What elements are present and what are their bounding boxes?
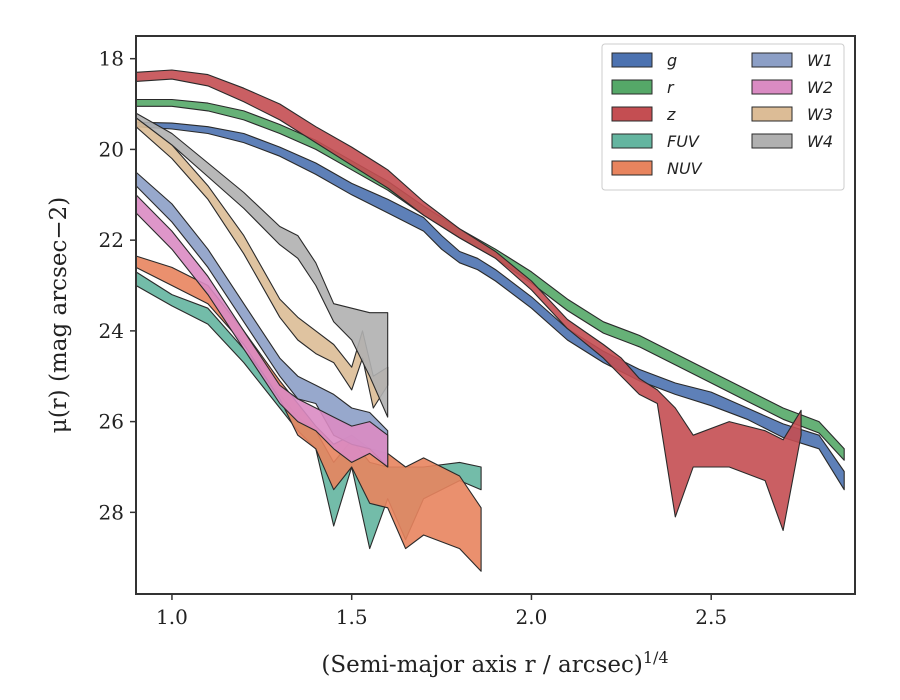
legend-swatch-fuv: [611, 133, 653, 149]
legend-swatch-g: [611, 52, 653, 68]
legend-label-w4: W4: [807, 132, 833, 151]
y-tick-label: 24: [99, 319, 124, 343]
x-tick-label: 1.5: [336, 605, 368, 629]
y-tick-label: 22: [99, 228, 124, 252]
x-tick-label: 2.5: [695, 605, 727, 629]
legend-swatch-w1: [751, 52, 793, 68]
x-axis-label-main: (Semi-major axis r / arcsec): [321, 652, 642, 678]
x-axis-label: (Semi-major axis r / arcsec)1/4: [321, 648, 668, 678]
legend-label-g: g: [667, 51, 677, 70]
legend-swatch-z: [611, 106, 653, 122]
series-areas: [135, 69, 845, 572]
legend-swatch-w4: [751, 133, 793, 149]
y-tick-label: 28: [99, 500, 124, 524]
y-axis: 18 20 22 24 26 28: [99, 47, 136, 524]
legend-swatch-r: [611, 79, 653, 95]
y-tick-label: 20: [99, 137, 124, 161]
y-tick-label: 26: [99, 410, 124, 434]
legend-label-w3: W3: [807, 105, 833, 124]
legend-label-w2: W2: [807, 78, 833, 97]
legend-label-fuv: FUV: [667, 132, 700, 151]
legend-label-nuv: NUV: [667, 159, 703, 178]
legend-label-w1: W1: [807, 51, 833, 70]
x-axis: 1.0 1.5 2.0 2.5: [156, 594, 727, 629]
legend-label-r: r: [667, 78, 675, 97]
x-tick-label: 1.0: [156, 605, 188, 629]
plot-frame: [135, 35, 856, 595]
legend-label-z: z: [666, 105, 676, 124]
legend: grz FUV NUV W1 W2 W3 W4: [601, 43, 845, 191]
series-band-w2: [135, 194, 389, 468]
series-band-g: [135, 121, 845, 491]
legend-swatch-w2: [751, 79, 793, 95]
y-axis-label: μ(r) (mag arcsec−2): [46, 197, 72, 434]
x-axis-label-exponent: 1/4: [643, 648, 669, 667]
series-band-z: [135, 69, 802, 532]
legend-swatch-nuv: [611, 160, 653, 176]
x-tick-label: 2.0: [516, 605, 548, 629]
y-tick-label: 18: [99, 47, 124, 71]
legend-swatch-w3: [751, 106, 793, 122]
series-band-w4: [135, 112, 389, 418]
